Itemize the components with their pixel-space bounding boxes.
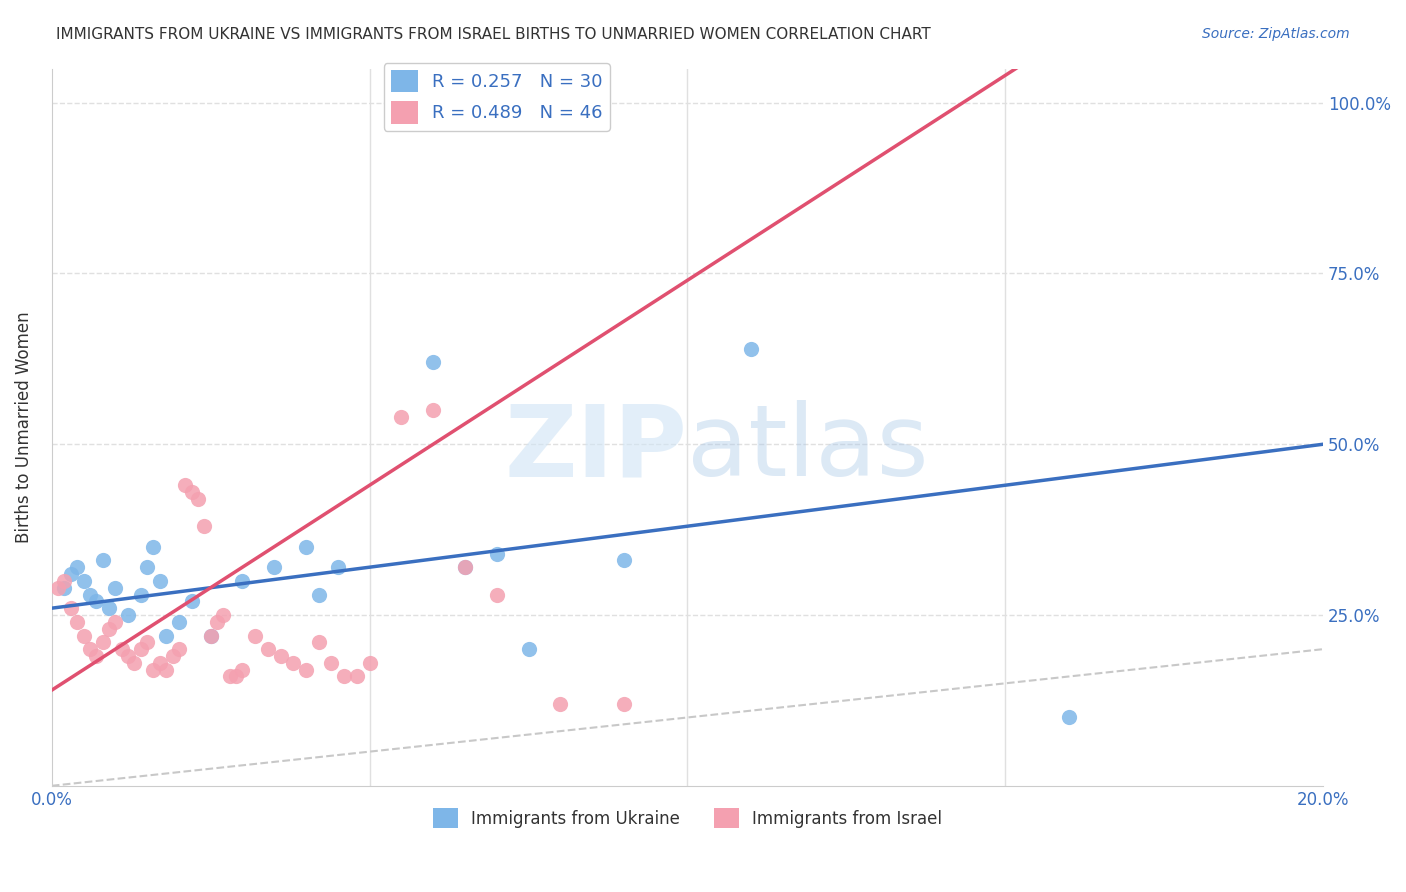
Text: ZIP: ZIP (505, 401, 688, 497)
Point (167, 615, 190, 629)
Point (270, 648, 292, 663)
Point (174, 478, 197, 492)
Text: IMMIGRANTS FROM UKRAINE VS IMMIGRANTS FROM ISRAEL BIRTHS TO UNMARRIED WOMEN CORR: IMMIGRANTS FROM UKRAINE VS IMMIGRANTS FR… (56, 27, 931, 42)
Point (389, 409, 412, 424)
Point (46, 581, 69, 595)
Point (84, 648, 107, 663)
Point (225, 669, 247, 683)
Point (136, 635, 159, 649)
Point (155, 628, 177, 642)
Point (84, 594, 107, 608)
Point (117, 648, 139, 663)
Point (149, 656, 172, 670)
Point (162, 648, 184, 663)
Point (283, 656, 305, 670)
Point (243, 628, 266, 642)
Point (97, 601, 120, 615)
Point (422, 403, 444, 417)
Point (91, 635, 114, 649)
Point (263, 560, 285, 574)
Point (97, 622, 120, 636)
Point (142, 663, 165, 677)
Point (72, 574, 94, 588)
Point (117, 607, 139, 622)
Point (212, 607, 235, 622)
Point (136, 560, 159, 574)
Point (142, 540, 165, 554)
Point (59, 567, 82, 582)
Point (205, 615, 228, 629)
Point (308, 587, 330, 601)
Point (66, 560, 89, 574)
Point (53, 574, 76, 588)
Point (326, 560, 349, 574)
Point (124, 656, 146, 670)
Point (295, 663, 318, 677)
Point (517, 642, 540, 657)
Point (321, 656, 343, 670)
Point (129, 642, 152, 657)
Point (180, 485, 202, 500)
Legend: Immigrants from Ukraine, Immigrants from Israel: Immigrants from Ukraine, Immigrants from… (426, 801, 949, 835)
Point (218, 669, 240, 683)
Text: Source: ZipAtlas.com: Source: ZipAtlas.com (1202, 27, 1350, 41)
Point (295, 540, 318, 554)
Point (167, 642, 190, 657)
Point (231, 574, 253, 588)
Point (59, 601, 82, 615)
Point (422, 355, 444, 369)
Point (550, 697, 572, 711)
Point (66, 615, 89, 629)
Point (193, 519, 215, 533)
Point (111, 642, 134, 657)
Point (485, 547, 508, 561)
Point (740, 342, 762, 356)
Text: atlas: atlas (688, 401, 929, 497)
Point (257, 642, 280, 657)
Point (149, 574, 172, 588)
Point (180, 594, 202, 608)
Point (53, 581, 76, 595)
Point (1057, 710, 1080, 724)
Point (346, 669, 368, 683)
Point (454, 560, 477, 574)
Point (79, 587, 101, 601)
Point (231, 663, 253, 677)
Point (200, 628, 222, 642)
Point (155, 663, 177, 677)
Point (613, 553, 636, 567)
Point (485, 587, 508, 601)
Point (104, 615, 127, 629)
Point (200, 628, 222, 642)
Point (79, 642, 101, 657)
Point (72, 628, 94, 642)
Point (91, 553, 114, 567)
Point (104, 581, 127, 595)
Point (613, 697, 636, 711)
Point (359, 656, 381, 670)
Y-axis label: Births to Unmarried Women: Births to Unmarried Women (15, 311, 32, 543)
Point (333, 669, 356, 683)
Point (308, 635, 330, 649)
Point (454, 560, 477, 574)
Point (187, 491, 209, 506)
Point (129, 587, 152, 601)
